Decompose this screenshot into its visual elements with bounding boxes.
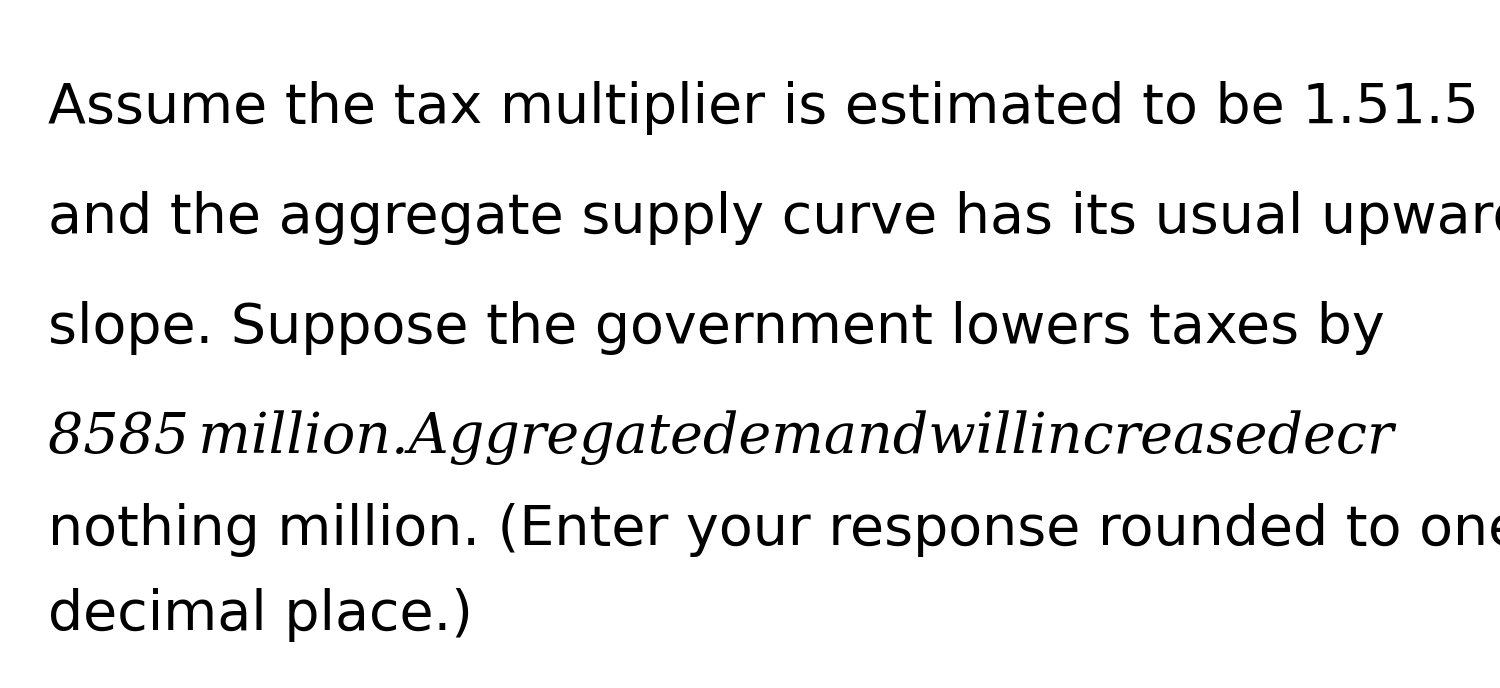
Text: decimal place.): decimal place.) (48, 588, 473, 642)
Text: nothing million. (Enter your response rounded to one: nothing million. (Enter your response ro… (48, 503, 1500, 557)
Text: Assume the tax multiplier is estimated to be 1.51.5: Assume the tax multiplier is estimated t… (48, 81, 1479, 135)
Text: 8585 million.Aggregatedemandwillincreasedecr: 8585 million.Aggregatedemandwillincrease… (48, 411, 1394, 465)
Text: and the aggregate supply curve has its usual upward: and the aggregate supply curve has its u… (48, 191, 1500, 245)
Text: slope. Suppose the government lowers taxes by: slope. Suppose the government lowers tax… (48, 301, 1384, 355)
